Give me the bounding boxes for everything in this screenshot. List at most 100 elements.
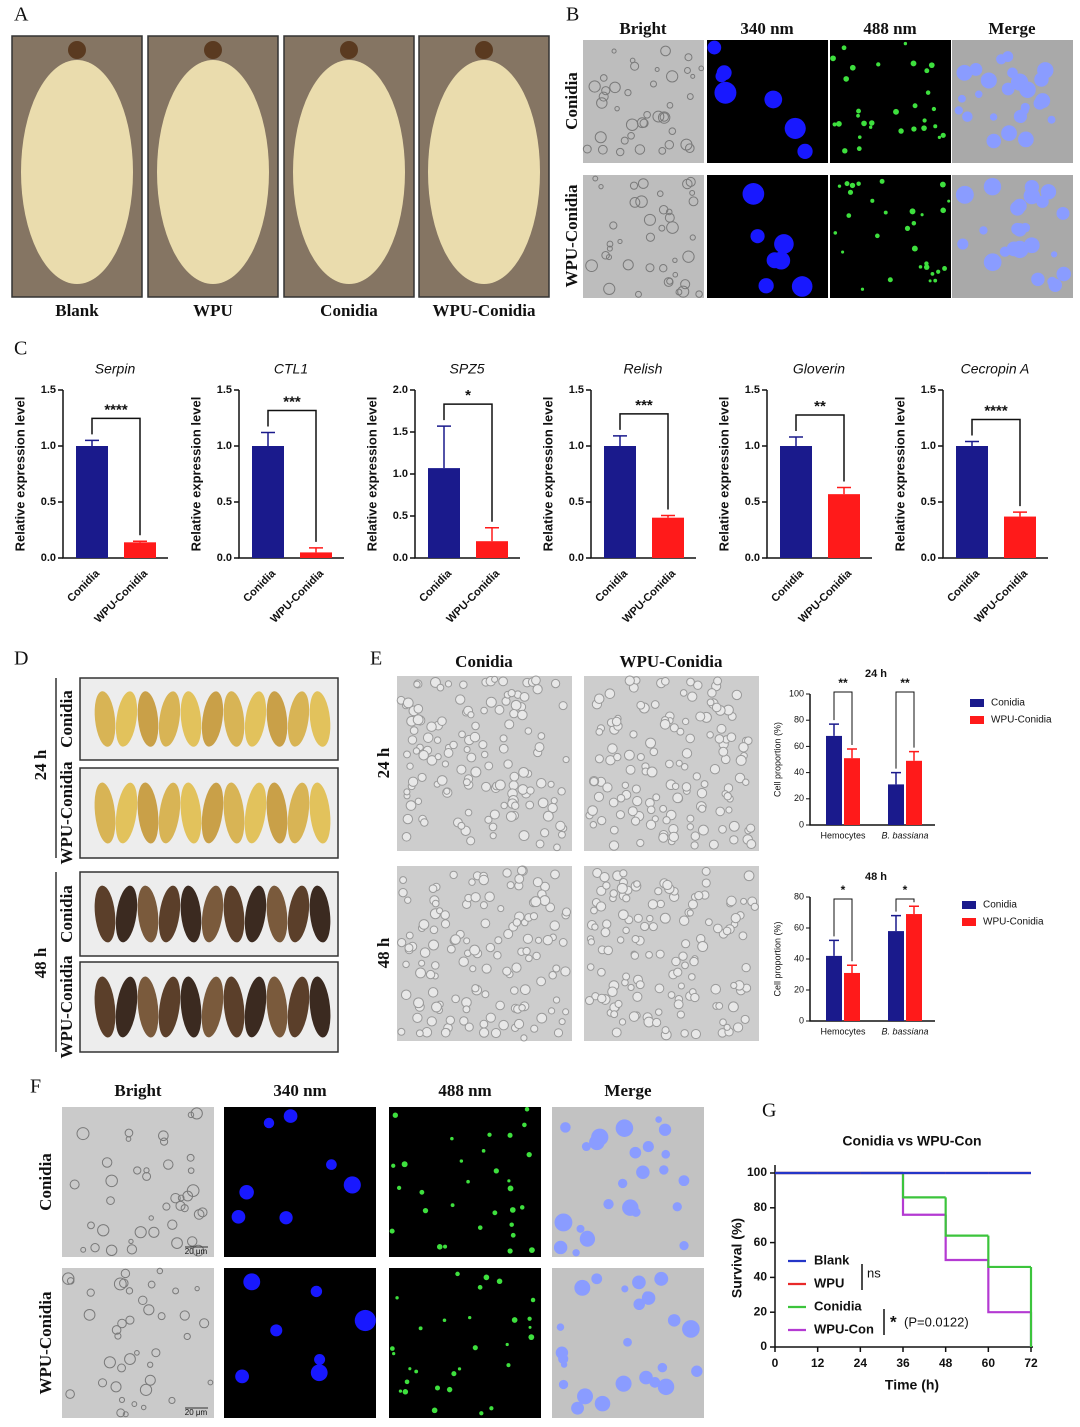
larva [94, 691, 116, 747]
cell [677, 285, 690, 298]
cell [681, 939, 691, 949]
cell [391, 1163, 396, 1168]
cell [678, 951, 688, 961]
cell [428, 939, 440, 951]
panel-label: G [762, 1100, 776, 1122]
cell [413, 997, 424, 1009]
cell [582, 144, 592, 154]
cell [511, 801, 520, 810]
cell [498, 743, 509, 754]
column-header: 488 nm [863, 19, 916, 38]
cell [464, 1022, 474, 1032]
cell [631, 935, 640, 944]
cell [618, 909, 629, 921]
cell [179, 1310, 190, 1321]
cell [455, 1271, 460, 1277]
cell [547, 780, 555, 788]
micrograph [224, 1268, 376, 1418]
cell [599, 872, 610, 883]
cell [673, 967, 683, 977]
cell [1031, 272, 1045, 287]
cell [631, 1207, 641, 1217]
cell [437, 716, 447, 726]
larva-head [475, 41, 493, 59]
scale-bar-label: 20 μm [185, 1247, 208, 1256]
cell [186, 1184, 200, 1197]
cell [105, 1244, 118, 1257]
y-tick-label: 0.0 [217, 552, 232, 564]
cell [654, 67, 660, 73]
micrograph [389, 1268, 541, 1418]
error-bar [909, 905, 919, 915]
cell [239, 1184, 254, 1200]
cell [505, 811, 517, 822]
cell [125, 1315, 135, 1325]
significance-bracket [267, 409, 317, 542]
cell [436, 1244, 443, 1250]
cell [662, 879, 673, 891]
cell [440, 919, 451, 929]
cell [715, 806, 725, 817]
cell [1035, 93, 1051, 109]
y-axis-label: Relative expression level [716, 397, 731, 552]
cell [558, 701, 568, 711]
cell [656, 899, 665, 909]
larva [266, 885, 288, 943]
bar [826, 735, 842, 825]
cell [684, 143, 695, 154]
larva [180, 691, 202, 747]
cell [844, 181, 850, 187]
cell [690, 831, 701, 841]
cell [1040, 184, 1057, 200]
micrograph [583, 175, 704, 298]
cell [509, 708, 519, 719]
cell [585, 259, 598, 273]
legend-label: Conidia [814, 1298, 862, 1313]
y-tick-label: 20 [754, 1304, 768, 1318]
cell [170, 1192, 181, 1204]
cell [87, 1221, 95, 1230]
cell [857, 135, 862, 139]
cell [450, 934, 461, 945]
panel-label: A [14, 4, 29, 26]
cell [397, 937, 407, 948]
cell [933, 124, 938, 129]
cell [847, 189, 854, 195]
cell [458, 956, 469, 967]
cell [592, 175, 599, 182]
cell [684, 67, 691, 74]
cell [676, 1010, 685, 1019]
cell [624, 88, 632, 97]
cell [659, 112, 669, 122]
chart-title: 24 h [865, 668, 887, 680]
cell [758, 278, 774, 294]
larva-head [340, 41, 358, 59]
cell [436, 775, 448, 786]
cell [431, 1407, 438, 1414]
cell [468, 1315, 472, 1320]
cell [550, 869, 560, 880]
row-label: WPU-Conidia [562, 184, 581, 287]
cell [627, 983, 635, 992]
cell [627, 806, 638, 817]
cell [654, 1008, 663, 1016]
row-label: Conidia [57, 885, 76, 943]
larva [180, 782, 202, 844]
cell [615, 810, 625, 820]
cell [887, 277, 893, 283]
cell [457, 821, 466, 830]
cell [658, 832, 669, 843]
cell [553, 1028, 564, 1038]
y-tick-label: 0.5 [745, 496, 760, 508]
cell [1056, 266, 1071, 282]
y-tick-label: 1.5 [393, 426, 408, 438]
cell [180, 1204, 189, 1213]
cell [643, 213, 657, 226]
larva-body [428, 60, 540, 284]
cell [639, 1370, 653, 1385]
cell [425, 969, 436, 980]
cell [689, 956, 699, 967]
cell [750, 229, 765, 244]
cell [522, 946, 531, 956]
significance-bracket [895, 898, 915, 912]
